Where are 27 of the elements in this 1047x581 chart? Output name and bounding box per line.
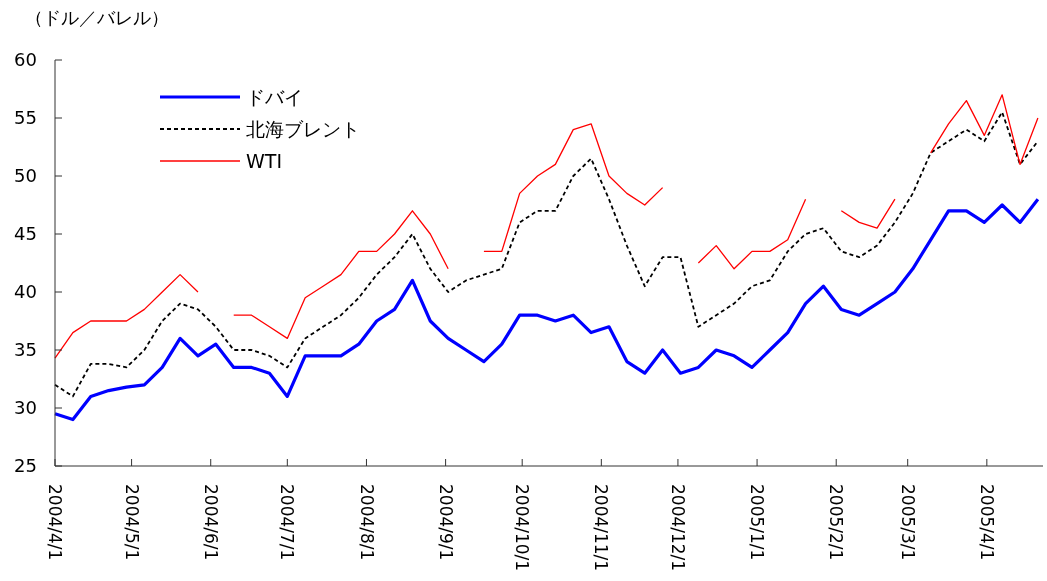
x-tick-label: 2004/8/1: [356, 484, 377, 561]
legend-label: ドバイ: [246, 85, 303, 108]
line-series: [53, 197, 1040, 422]
x-tick-label: 2004/11/1: [591, 484, 612, 572]
y-tick-label: 40: [14, 281, 37, 303]
y-tick-label: 50: [14, 165, 37, 187]
y-tick-label: 35: [14, 339, 37, 361]
y-tick-label: 30: [14, 397, 37, 419]
x-tick-label: 2005/4/1: [976, 484, 997, 561]
x-tick-label: 2004/6/1: [200, 484, 221, 561]
legend-label: WTI: [246, 149, 282, 172]
x-tick-label: 2005/3/1: [897, 484, 918, 561]
x-tick-label: 2004/4/1: [45, 484, 66, 561]
x-tick-label: 2004/5/1: [121, 484, 142, 561]
y-axis-title: （ドル／バレル）: [25, 7, 169, 28]
y-tick-label: 45: [14, 223, 37, 245]
x-tick-label: 2005/1/1: [747, 484, 768, 561]
x-tick-label: 2004/10/1: [512, 484, 533, 572]
y-tick-label: 25: [14, 455, 37, 477]
x-tick-label: 2004/12/1: [667, 484, 688, 572]
x-tick-label: 2004/7/1: [277, 484, 298, 561]
legend-label: 北海ブレント: [246, 117, 360, 140]
y-tick-label: 60: [14, 49, 37, 71]
line-series: [54, 111, 1039, 398]
y-tick-label: 55: [14, 107, 37, 129]
x-tick-label: 2004/9/1: [435, 484, 456, 561]
x-tick-label: 2005/2/1: [826, 484, 847, 561]
